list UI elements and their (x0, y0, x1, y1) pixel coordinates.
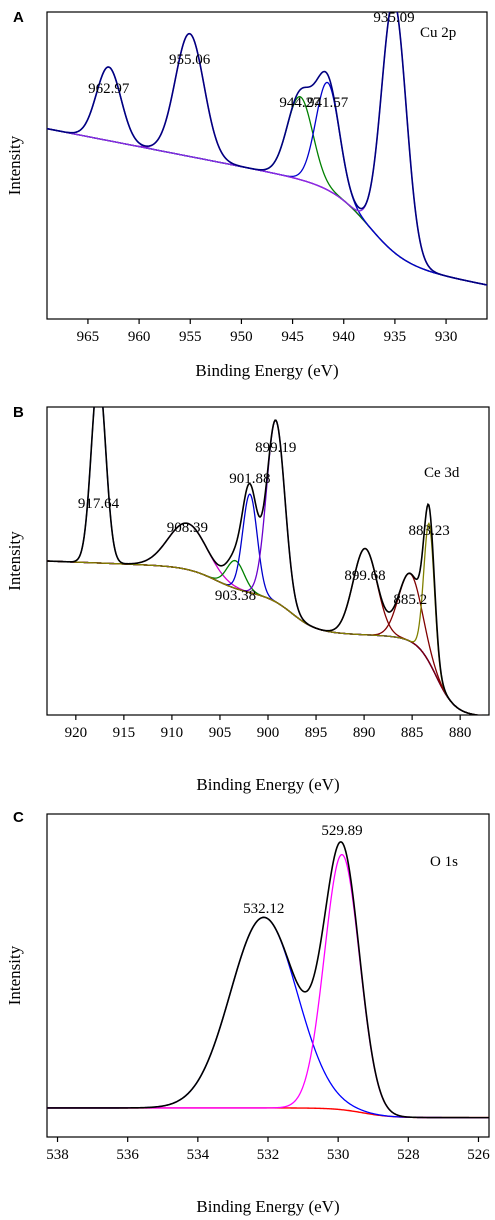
panel-a-x-tick-label: 940 (332, 329, 355, 345)
panel-b-peak-label: 917.64 (78, 496, 120, 512)
panel-a-x-tick-label: 960 (128, 329, 151, 345)
panel-c-x-tick-label: 530 (327, 1147, 350, 1163)
panel-b-chart: B 920 915 910 905 900 895 890 885 880 Binding Ener… (5, 404, 490, 794)
panel-a-component-series-3 (47, 95, 487, 286)
panel-b-x-tick-label: 915 (113, 725, 136, 741)
panel-c-letter: C (13, 809, 24, 826)
panel-b-peak-label: 908.39 (167, 520, 208, 536)
panel-b-peak-label: 899.19 (255, 440, 296, 456)
panel-a-component-series-4 (47, 81, 487, 286)
panel-c-x-tick-label: 526 (467, 1147, 490, 1163)
panel-c-x-tick-label: 538 (46, 1147, 69, 1163)
panel-a-peak-label: 962.97 (88, 81, 130, 97)
panel-c-envelope-series (47, 841, 489, 1119)
panel-b-peak-label: 901.88 (229, 471, 270, 487)
panel-a-peak-label: 941.57 (307, 95, 349, 111)
panel-b-curves (47, 407, 484, 715)
panel-c-curves (47, 841, 489, 1119)
panel-c-x-tick-label: 534 (187, 1147, 210, 1163)
panel-a-component-series-1 (47, 66, 487, 286)
panel-a-x-tick-label: 930 (435, 329, 458, 345)
panel-c-spectrum-label: O 1s (430, 854, 458, 870)
panel-a-x-axis-title: Binding Energy (eV) (195, 361, 338, 380)
panel-b-x-tick-label: 905 (209, 725, 232, 741)
panel-c-plot-frame (46, 813, 490, 1138)
panel-b-peak-label: 899.68 (344, 568, 385, 584)
panel-a-envelope-series (47, 12, 487, 286)
panel-b-component-series-6 (47, 547, 482, 715)
panel-c-peak-label: 529.89 (321, 823, 362, 839)
panel-b-x-tick-label: 900 (257, 725, 280, 741)
panel-c-x-tick-label: 532 (257, 1147, 280, 1163)
panel-a-plot-frame (46, 11, 488, 320)
panel-c-baseline-series (47, 1107, 489, 1119)
panel-a-spectrum-label: Cu 2p (420, 25, 456, 41)
panel-b-letter: B (13, 404, 24, 421)
panel-c-peak-label: 532.12 (243, 901, 284, 917)
panel-a-peak-label: 944.27 (279, 95, 321, 111)
panel-b-x-tick-label: 895 (305, 725, 328, 741)
panel-b-x-tick-label: 885 (401, 725, 424, 741)
panel-a-curves (47, 12, 487, 286)
panel-a-x-tick-label: 965 (77, 329, 100, 345)
panel-c-component-series-1 (47, 916, 489, 1119)
panel-b-x-axis: 920 915 910 905 900 895 890 885 880 (65, 715, 472, 741)
panel-a-x-tick-label: 945 (281, 329, 304, 345)
panel-c-y-axis-title: Intensity (5, 945, 24, 1005)
panel-a-chart: A 965 960 955 950 945 940 935 930 Binding Energy … (5, 9, 488, 380)
panel-a-peak-label: 955.06 (169, 52, 211, 68)
panel-a-letter: A (13, 9, 24, 26)
panel-b-x-tick-label: 920 (65, 725, 88, 741)
panel-c-component-series-2 (47, 853, 489, 1119)
panel-c-chart: C 538 536 534 532 530 528 526 Binding Energy (eV… (5, 809, 490, 1216)
panel-a-x-axis: 965 960 955 950 945 940 935 930 (77, 319, 458, 345)
panel-a-x-tick-label: 935 (384, 329, 407, 345)
panel-b-x-axis-title: Binding Energy (eV) (196, 775, 339, 794)
panel-c-x-axis-title: Binding Energy (eV) (196, 1197, 339, 1216)
panel-b-spectrum-label: Ce 3d (424, 465, 460, 481)
panel-b-peak-label: 885.2 (393, 592, 427, 608)
panel-b-peak-label: 903.38 (215, 588, 256, 604)
panel-b-x-tick-label: 890 (353, 725, 376, 741)
panel-b-y-axis-title: Intensity (5, 531, 24, 591)
panel-a-x-tick-label: 955 (179, 329, 202, 345)
panel-c-x-tick-label: 528 (397, 1147, 420, 1163)
panel-a-peak-label: 935.09 (373, 10, 414, 26)
panel-a-x-tick-label: 950 (230, 329, 253, 345)
panel-b-component-series-8 (47, 521, 482, 715)
panel-c-x-tick-label: 536 (116, 1147, 139, 1163)
panel-b-x-tick-label: 910 (161, 725, 184, 741)
panel-b-envelope-series (47, 407, 484, 715)
panel-b-x-tick-label: 880 (449, 725, 472, 741)
panel-a-y-axis-title: Intensity (5, 135, 24, 195)
panel-b-peak-label: 883.23 (409, 523, 450, 539)
panel-c-x-axis: 538 536 534 532 530 528 526 (46, 1137, 490, 1163)
